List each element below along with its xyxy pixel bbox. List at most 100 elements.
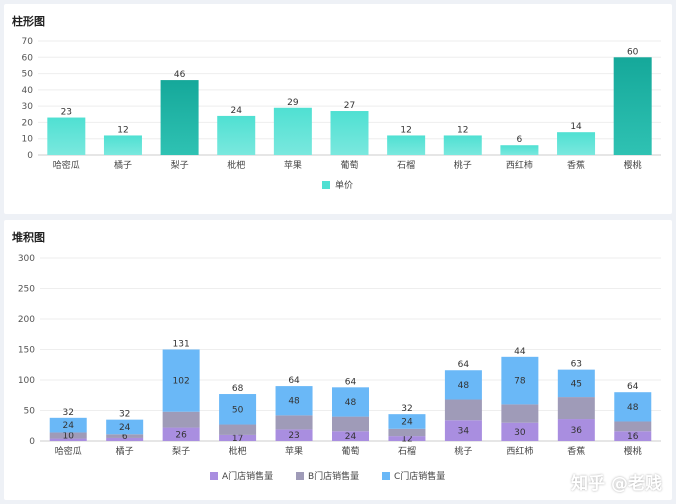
segment-value-label: 48 [345,398,357,408]
x-tick-label: 哈密瓜 [55,445,82,457]
x-tick-label: 苹果 [285,445,303,457]
stacked-bar-segment[interactable] [106,434,144,438]
segment-value-label: 48 [627,403,639,413]
stack-total-label: 68 [232,384,244,394]
bar-value-label: 24 [231,106,243,116]
stacked-bar-segment[interactable] [388,436,426,441]
stacked-bar-segment[interactable] [49,432,87,439]
stacked-bar-segment[interactable] [219,434,257,441]
bar-value-label: 6 [517,135,523,145]
y-tick-label: 50 [24,407,36,417]
y-tick-label: 60 [22,53,34,63]
stacked-bar-segment[interactable] [275,386,313,416]
stacked-bar-segment[interactable] [444,399,482,421]
legend-label: A门店销售量 [222,470,273,482]
segment-value-label: 36 [571,426,583,436]
stacked-bar-segment[interactable] [444,370,482,400]
stacked-bar-segment[interactable] [388,414,426,429]
segment-value-label: 48 [288,397,300,407]
stacked-bar-segment[interactable] [501,422,539,441]
segment-value-label: 30 [514,428,526,438]
bar[interactable] [330,111,369,155]
bar[interactable] [103,135,142,155]
x-tick-label: 桃子 [454,445,472,457]
segment-value-label: 34 [458,427,470,437]
legend-swatch[interactable] [322,181,330,189]
stacked-bar-segment[interactable] [106,419,144,435]
stacked-bar-segment[interactable] [388,428,426,437]
stacked-bar-segment[interactable] [49,417,87,433]
stacked-bar-segment[interactable] [162,427,200,441]
segment-value-label: 23 [288,431,299,441]
stacked-bar-segment[interactable] [501,356,539,405]
bar[interactable] [160,80,199,155]
y-tick-label: 40 [22,86,34,96]
stacked-bar-segment[interactable] [614,431,652,441]
segment-value-label: 78 [514,377,526,387]
x-tick-label: 西红柿 [506,159,533,171]
x-tick-label: 梨子 [172,445,190,457]
legend-swatch[interactable] [296,472,304,480]
stacked-bar-segment[interactable] [49,438,87,441]
bar[interactable] [500,145,539,155]
stacked-bar-segment[interactable] [219,424,257,435]
bar[interactable] [443,135,482,155]
segment-value-label: 12 [401,435,412,445]
x-tick-label: 石榴 [397,159,415,171]
bar[interactable] [613,57,652,155]
x-tick-label: 橘子 [114,160,132,171]
stacked-bar-segment[interactable] [557,419,595,441]
x-tick-label: 葡萄 [341,445,359,457]
segment-value-label: 6 [122,432,128,442]
stacked-bar-segment[interactable] [557,397,595,420]
stacked-bar-segment[interactable] [332,387,369,417]
y-tick-label: 100 [18,376,35,386]
legend-swatch[interactable] [210,472,218,480]
stack-total-label: 32 [401,404,412,414]
y-tick-label: 300 [18,254,35,264]
segment-value-label: 102 [173,377,190,387]
stacked-bar-segment[interactable] [501,404,539,423]
y-tick-label: 0 [27,151,33,161]
bar[interactable] [217,115,256,155]
bar-value-label: 46 [174,70,186,80]
stacked-bar-segment[interactable] [162,411,200,428]
y-tick-label: 10 [22,135,34,145]
stacked-bar-segment[interactable] [332,416,369,432]
x-tick-label: 枇杷 [229,445,247,457]
y-tick-label: 50 [22,70,34,80]
x-tick-label: 哈密瓜 [53,159,80,171]
bar-value-label: 12 [457,125,468,135]
bar[interactable] [387,135,426,155]
bar-value-label: 12 [117,125,128,135]
stacked-bar-segment[interactable] [614,392,652,422]
watermark-text: 知乎 @老贱 [571,474,662,494]
stacked-bar-segment[interactable] [106,437,144,441]
stacked-bar-segment[interactable] [444,420,482,441]
stack-total-label: 63 [571,360,582,370]
segment-value-label: 16 [627,432,639,442]
stacked-chart-svg: 050100150200250300102432哈密瓜62432橘子261021… [18,254,661,482]
legend-swatch[interactable] [382,472,390,480]
legend-label: B门店销售量 [308,470,359,482]
stack-total-label: 44 [514,347,526,357]
bar-chart-svg: 0 10 20 30 40 50 60 70 23 哈密瓜 12 橘子 46 梨子 24 枇杷 29 苹果 27 葡萄… [22,37,661,191]
x-tick-label: 香蕉 [567,159,585,171]
x-tick-label: 桃子 [454,159,472,171]
stacked-bar-segment[interactable] [275,429,313,441]
stacked-chart-title: 堆积图 [12,231,45,244]
bar-chart-title: 柱形图 [12,15,45,28]
stacked-bar-segment[interactable] [332,431,369,441]
stacked-bar-segment[interactable] [275,415,313,430]
bar[interactable] [47,117,86,155]
stacked-bar-segment[interactable] [614,421,652,432]
stacked-bar-segment[interactable] [557,369,595,398]
stacked-bar-segment[interactable] [162,349,200,412]
stacked-bar-segment[interactable] [219,394,257,425]
bar[interactable] [557,132,596,155]
segment-value-label: 24 [345,432,357,442]
stack-total-label: 32 [63,408,74,418]
stack-total-label: 64 [458,360,470,370]
bar[interactable] [273,107,312,155]
bar-value-label: 23 [61,108,72,118]
